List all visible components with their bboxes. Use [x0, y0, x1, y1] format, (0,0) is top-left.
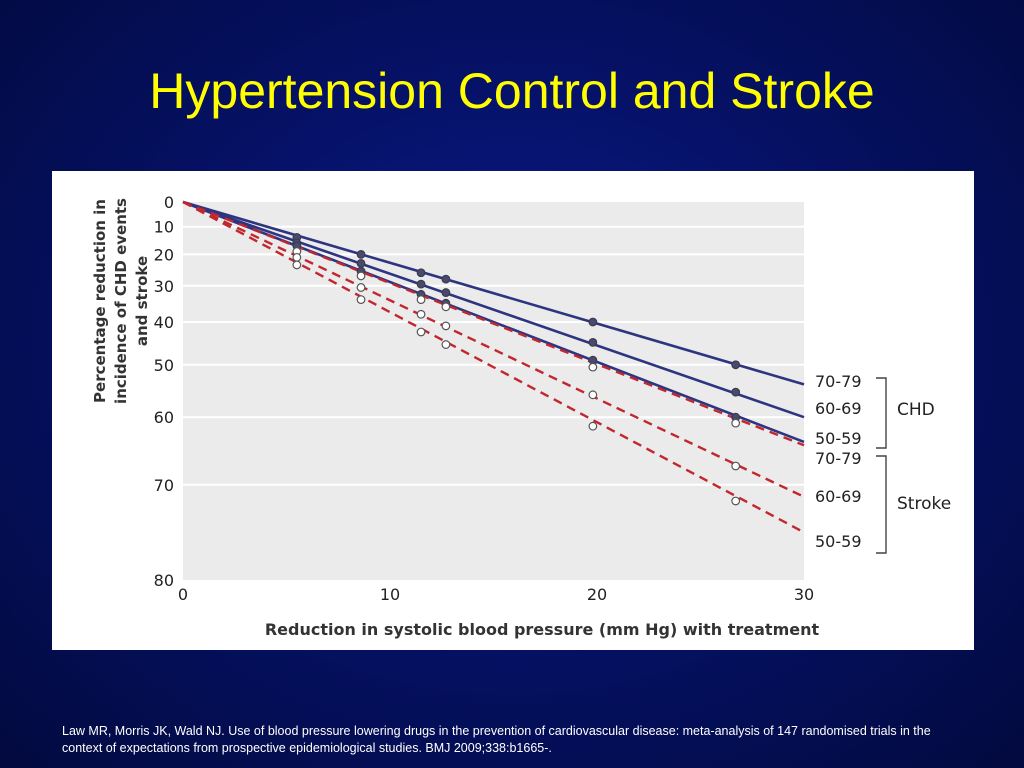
y-tick-label: 70 [154, 476, 174, 495]
data-point-chd-70-79 [731, 360, 741, 370]
data-point-stroke-50-59 [441, 340, 451, 349]
data-point-stroke-60-69 [441, 321, 451, 331]
data-point-chd-70-79 [416, 268, 426, 278]
series-points [292, 233, 741, 506]
legend-label-chd-50-59: 50-59 [815, 429, 862, 448]
data-point-stroke-70-79 [356, 271, 366, 281]
data-point-stroke-50-59 [356, 295, 366, 304]
data-point-chd-60-69 [588, 338, 598, 347]
x-tick-label: 20 [587, 585, 607, 604]
y-axis-label: Percentage reduction in incidence of CHD … [91, 198, 151, 404]
series-line-chd-70-79 [182, 200, 805, 386]
series-line-stroke-50-59 [182, 200, 805, 534]
grid [183, 225, 804, 486]
citation: Law MR, Morris JK, Wald NJ. Use of blood… [62, 724, 931, 755]
series-lines [182, 200, 805, 534]
series-line-chd-60-69 [182, 200, 805, 419]
x-tick-label: 10 [380, 585, 400, 604]
legend: 70-79 60-69 50-59 CHD 70-79 60-69 50-59 Stroke [815, 372, 951, 554]
y-tick-label: 0 [164, 193, 174, 212]
plot-background [183, 202, 804, 580]
y-tick-label: 20 [154, 245, 174, 264]
series-line-stroke-70-79 [182, 200, 805, 447]
data-point-stroke-50-59 [588, 421, 598, 431]
x-tick-label: 30 [794, 585, 814, 604]
x-tick-labels: 0 10 20 30 [178, 585, 814, 604]
y-tick-label: 50 [154, 356, 174, 375]
y-tick-labels: 0 10 20 30 40 50 60 70 80 [154, 193, 174, 590]
x-axis-label: Reduction in systolic blood pressure (mm… [265, 620, 820, 639]
legend-label-chd-70-79: 70-79 [815, 372, 862, 391]
legend-bracket-chd [876, 377, 887, 449]
y-tick-label: 40 [154, 313, 174, 332]
chart-svg: 0 10 20 30 40 50 60 70 80 0 10 20 30 Percentage red… [91, 193, 951, 639]
y-tick-label: 60 [154, 408, 174, 427]
legend-bracket-stroke [876, 455, 887, 554]
data-point-chd-60-69 [441, 288, 451, 297]
data-point-stroke-60-69 [731, 461, 741, 471]
y-axis-label-line: Percentage reduction in [91, 199, 109, 403]
data-point-stroke-70-79 [441, 302, 451, 312]
y-tick-label: 30 [154, 277, 174, 296]
data-point-stroke-70-79 [588, 362, 598, 372]
data-point-stroke-70-79 [416, 295, 426, 304]
data-point-chd-70-79 [441, 274, 451, 284]
y-axis-label-line: incidence of CHD events [112, 198, 130, 404]
legend-label-stroke-60-69: 60-69 [815, 487, 862, 506]
legend-label-stroke-70-79: 70-79 [815, 449, 862, 468]
data-point-stroke-50-59 [731, 496, 741, 506]
x-tick-label: 0 [178, 585, 188, 604]
data-point-stroke-50-59 [292, 260, 302, 270]
data-point-chd-60-69 [731, 387, 741, 397]
legend-label-stroke-50-59: 50-59 [815, 532, 862, 551]
data-point-chd-70-79 [356, 250, 366, 259]
data-point-stroke-60-69 [588, 390, 598, 400]
data-point-stroke-50-59 [416, 327, 426, 337]
data-point-chd-60-69 [356, 258, 366, 268]
data-point-chd-60-69 [416, 279, 426, 289]
y-axis-label-line: and stroke [133, 256, 151, 346]
y-tick-label: 10 [154, 218, 174, 237]
legend-group-chd: CHD [897, 400, 935, 420]
legend-label-chd-60-69: 60-69 [815, 399, 862, 418]
data-point-stroke-60-69 [416, 309, 426, 319]
data-point-stroke-60-69 [292, 252, 302, 262]
chart-panel: 0 10 20 30 40 50 60 70 80 0 10 20 30 Percentage red… [52, 171, 974, 650]
data-point-stroke-60-69 [356, 283, 366, 292]
data-point-chd-70-79 [588, 317, 598, 327]
slide-title: Hypertension Control and Stroke [149, 63, 875, 119]
legend-group-stroke: Stroke [897, 494, 951, 514]
series-line-stroke-60-69 [182, 200, 805, 498]
y-tick-label: 80 [154, 571, 174, 590]
data-point-stroke-70-79 [731, 418, 741, 428]
